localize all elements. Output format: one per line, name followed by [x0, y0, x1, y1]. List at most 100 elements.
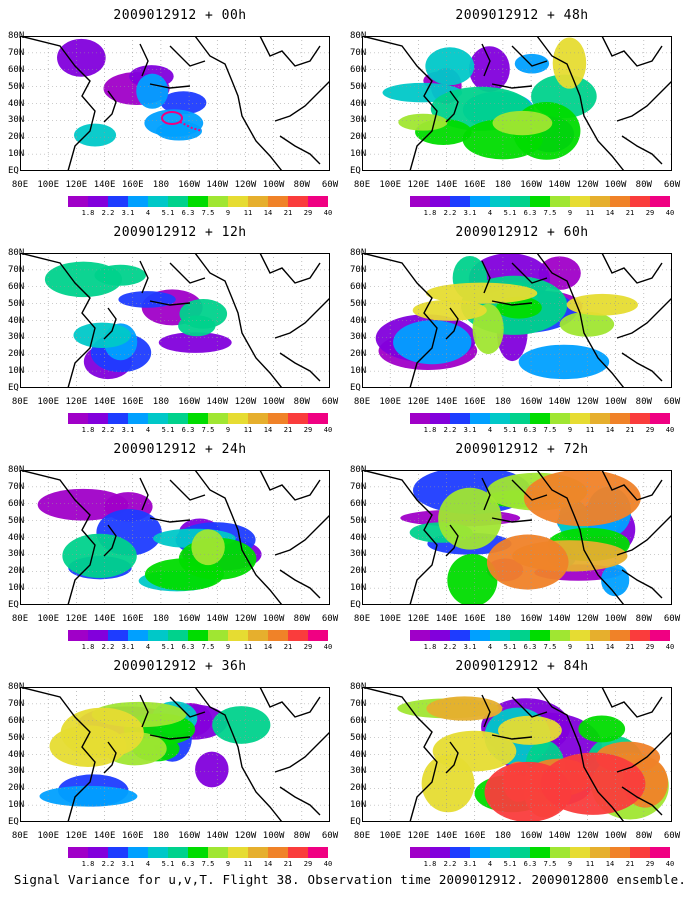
lon-tick-label: 160W	[520, 831, 542, 841]
colorbar-swatch	[208, 630, 228, 641]
colorbar-label: 5.1	[503, 860, 517, 868]
colorbar-swatch	[68, 413, 88, 424]
coastline	[445, 524, 459, 557]
colorbar-swatch	[228, 847, 248, 858]
colorbar-swatch	[68, 196, 88, 207]
colorbar-swatch	[550, 630, 570, 641]
colorbar-swatch	[248, 413, 268, 424]
colorbar-label: 14	[605, 426, 615, 434]
colorbar-label: 21	[283, 643, 293, 651]
coastline	[139, 43, 149, 77]
lon-tick-label: 100E	[37, 831, 60, 841]
colorbar-label: 7.5	[201, 643, 215, 651]
lat-tick-label: 60N	[8, 715, 25, 726]
colorbar-swatch	[450, 630, 470, 641]
lon-tick-label: 80E	[353, 397, 371, 407]
lon-tick-label: 160W	[178, 397, 200, 407]
lon-tick-label: 160W	[178, 614, 200, 624]
lat-tick-label: 50N	[350, 515, 367, 526]
figure-caption: Signal Variance for u,v,T. Flight 38. Ob…	[13, 872, 687, 887]
lat-tick-label: EQ	[350, 166, 361, 176]
colorbar-label: 9	[567, 860, 573, 868]
colorbar-label: 4	[487, 643, 493, 651]
colorbar-swatch	[188, 196, 208, 207]
colorbar-label: 5.1	[161, 643, 175, 651]
colorbar-swatch	[530, 847, 550, 858]
lat-tick-label: 40N	[8, 532, 25, 543]
variance-contour	[552, 37, 587, 89]
lat-tick-label: 10N	[8, 583, 25, 594]
lat-tick-label: 30N	[350, 549, 367, 560]
colorbar-swatch	[550, 196, 570, 207]
lat-tick-label: 10N	[350, 800, 367, 811]
coastline	[149, 300, 191, 306]
lat-tick-label: 40N	[8, 749, 25, 760]
colorbar-swatch	[530, 630, 550, 641]
lon-tick-label: 60W	[321, 831, 339, 841]
lon-tick-label: 100W	[604, 180, 627, 190]
lat-tick-label: 10N	[8, 149, 25, 160]
colorbar-label: 9	[567, 426, 573, 434]
colorbar-swatch	[128, 413, 148, 424]
colorbar-swatch	[248, 196, 268, 207]
coastline	[139, 477, 149, 511]
variance-contour	[486, 534, 569, 590]
lon-tick-label: 180	[494, 180, 512, 190]
map-plot	[20, 470, 330, 605]
lon-tick-label: 100E	[379, 180, 402, 190]
variance-contour	[393, 320, 472, 365]
coastline	[274, 731, 330, 773]
lon-tick-label: 160W	[520, 614, 542, 624]
lon-tick-label: 120W	[576, 397, 599, 407]
colorbar-swatch	[168, 630, 188, 641]
map-panel: 2009012912 + 84h EQ 10N 20N 30N 40N 50N 60N 70N 8…	[350, 651, 692, 868]
map-plot	[362, 253, 672, 388]
lon-tick-label: 160E	[463, 614, 486, 624]
lon-tick-label: 100W	[262, 831, 285, 841]
colorbar-swatch	[108, 196, 128, 207]
colorbar-label: 40	[323, 643, 333, 651]
coastline	[169, 479, 206, 501]
lat-tick-label: 50N	[8, 81, 25, 92]
colorbar-label: 11	[585, 860, 595, 868]
lon-tick-label: 120W	[576, 831, 599, 841]
colorbar-label: 2.2	[443, 860, 457, 868]
lat-tick-label: 10N	[350, 583, 367, 594]
coastline	[616, 514, 672, 556]
panel-title: 2009012912 + 72h	[455, 442, 589, 457]
colorbar-swatch	[148, 847, 168, 858]
lon-tick-label: 120W	[576, 614, 599, 624]
coastline	[194, 253, 283, 388]
coastline	[279, 352, 321, 382]
colorbar-label: 3.1	[463, 426, 477, 434]
colorbar-label: 2.2	[101, 860, 115, 868]
colorbar-label: 3.1	[463, 860, 477, 868]
lon-tick-label: 60W	[321, 180, 339, 190]
colorbar-swatch	[228, 630, 248, 641]
coastline	[491, 83, 533, 89]
map-frame	[20, 253, 330, 388]
lat-tick-label: EQ	[350, 600, 361, 610]
colorbar-swatch	[510, 630, 530, 641]
colorbar-swatch	[590, 630, 610, 641]
lon-tick-label: 120E	[407, 614, 430, 624]
colorbar-swatch	[268, 847, 288, 858]
colorbar-swatch	[550, 413, 570, 424]
coastline	[491, 734, 533, 740]
coastline	[279, 135, 321, 165]
colorbar-swatch	[128, 630, 148, 641]
colorbar-label: 14	[263, 426, 273, 434]
lat-tick-label: EQ	[8, 600, 19, 610]
coastline	[149, 83, 191, 89]
colorbar-label: 40	[323, 426, 333, 434]
coastline	[169, 696, 206, 718]
colorbar-label: 7.5	[543, 209, 557, 217]
colorbar-label: 40	[665, 860, 675, 868]
lat-tick-label: EQ	[350, 817, 361, 827]
lon-tick-label: 140E	[435, 831, 458, 841]
colorbar-label: 14	[605, 860, 615, 868]
coastline	[621, 352, 663, 382]
colorbar-swatch	[590, 413, 610, 424]
lon-tick-label: 120E	[65, 831, 88, 841]
lon-tick-label: 60W	[321, 397, 339, 407]
